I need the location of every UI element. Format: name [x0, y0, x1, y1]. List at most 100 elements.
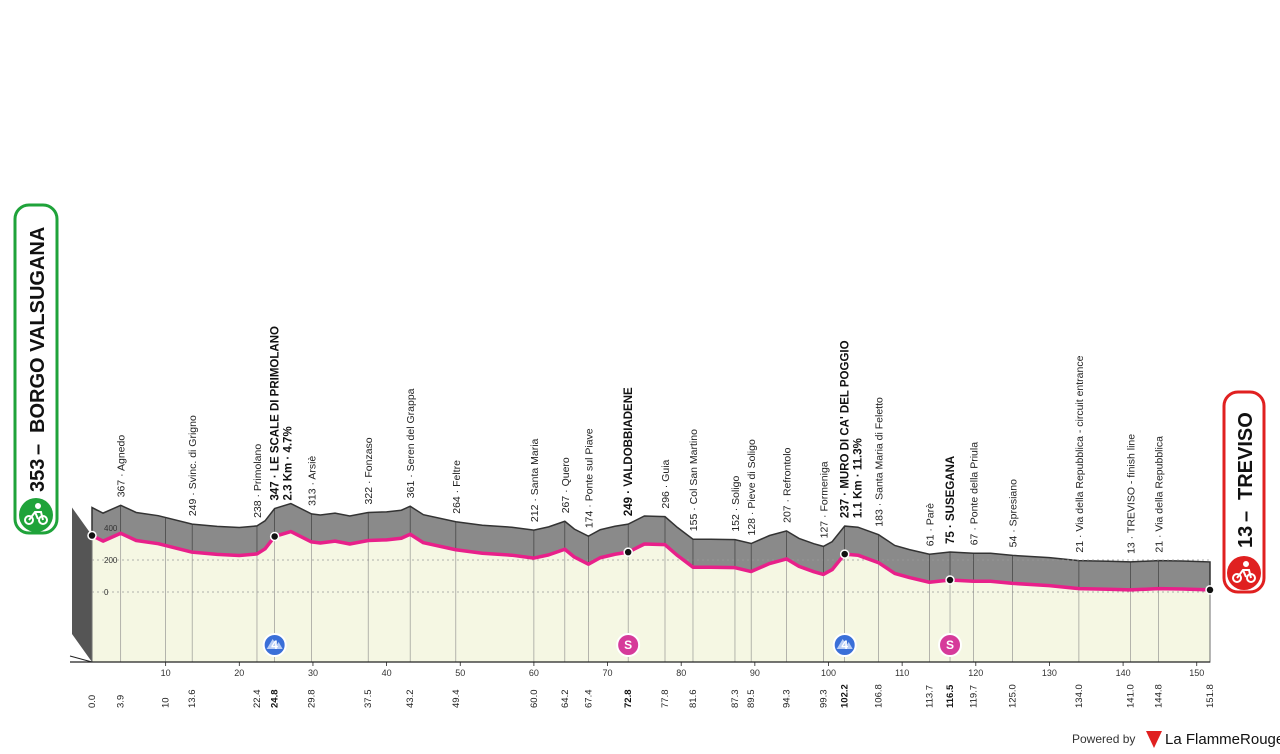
- waypoint-label: 267 · Quero: [560, 457, 572, 513]
- waypoint-km-label: 102.2: [840, 684, 851, 708]
- waypoint-km-label: 94.3: [782, 690, 793, 709]
- waypoint-km-label: 0.0: [87, 695, 98, 708]
- finish-badge: 13 – TREVISO: [1222, 390, 1266, 594]
- marker-layer: 4 S 4 S: [87, 530, 1215, 657]
- finish-altitude: 13: [1235, 526, 1257, 548]
- waypoint-label: 67 · Ponte della Priula: [969, 442, 981, 545]
- altitude-tick-label: 400: [104, 524, 118, 533]
- cyclist-glyph-start: [24, 503, 48, 525]
- waypoint-label: 128 · Pieve di Soligo: [746, 439, 758, 535]
- distance-tick-label: 100: [821, 668, 836, 678]
- waypoint-km-label: 116.5: [945, 684, 956, 708]
- altitude-tick-label: 200: [104, 556, 118, 565]
- waypoint-dot: [945, 575, 955, 585]
- distance-tick-label: 80: [676, 668, 686, 678]
- sprint-badge-circle: [616, 633, 641, 657]
- waypoint-km-label: 13.6: [187, 690, 198, 709]
- kom-badge-icon: 4: [832, 633, 857, 657]
- altitude-tick-label: 0: [104, 588, 109, 597]
- footer-brand: Powered by La FlammeRouge: [1072, 731, 1280, 748]
- waypoint-label: 21 · Via della Repubblica - circuit entr…: [1074, 355, 1086, 552]
- waypoint-km-label: 106.8: [874, 684, 885, 708]
- start-badge: 353 – BORGO VALSUGANA: [13, 203, 59, 535]
- waypoint-label: 264 · Feltre: [451, 460, 463, 514]
- waypoint-km-label: 89.5: [746, 690, 757, 709]
- distance-tick-label: 40: [382, 668, 392, 678]
- waypoint-label: 296 · Guia: [660, 459, 672, 508]
- finish-separator: –: [1235, 511, 1257, 522]
- waypoint-label: 361 · Seren del Grappa: [405, 388, 417, 498]
- waypoint-label: 127 · Formeniga: [818, 461, 830, 538]
- waypoint-label: 249 · VALDOBBIADENE: [623, 387, 635, 516]
- waypoint-km-label: 64.2: [560, 690, 571, 709]
- waypoint-label: 54 · Spresiano: [1008, 479, 1020, 547]
- waypoint-km-label: 134.0: [1074, 684, 1085, 708]
- cyclist-glyph-finish: [1232, 561, 1256, 583]
- waypoint-km-label: 43.2: [405, 690, 416, 709]
- distance-tick-label: 20: [234, 668, 244, 678]
- distance-axis-start: [69, 655, 93, 663]
- waypoint-km-label: 24.8: [270, 690, 281, 709]
- waypoint-km-label: 99.3: [818, 690, 829, 709]
- waypoint-label: 75 · SUSEGANA: [945, 456, 957, 544]
- distance-tick-label: 10: [161, 668, 171, 678]
- waypoint-label: 207 · Refrontolo: [782, 447, 794, 522]
- distance-tick-label: 150: [1189, 668, 1204, 678]
- waypoint-km-label: 125.0: [1008, 684, 1019, 708]
- profile-side-wall: [72, 507, 92, 662]
- mountain-icon: [266, 639, 283, 649]
- waypoint-km-label: 119.7: [969, 685, 980, 708]
- waypoint-label: 13 · TREVISO - finish line: [1125, 434, 1137, 554]
- waypoint-label: 347 · LE SCALE DI PRIMOLANO: [270, 326, 282, 500]
- waypoint-km-label: 151.8: [1205, 684, 1216, 708]
- distance-tick-label: 60: [529, 668, 539, 678]
- waypoint-label: 249 · Svinc. di Grigno: [187, 415, 199, 516]
- waypoint-label: 313 · Arsiè: [306, 456, 318, 506]
- waypoint-label: 237 · MURO DI CA' DEL POGGIO: [840, 340, 852, 518]
- distance-tick-label: 110: [895, 668, 909, 678]
- waypoint-climb-info: 1.1 Km · 11.3%: [853, 438, 865, 518]
- distance-tick-label: 50: [455, 668, 465, 678]
- waypoint-dot: [839, 549, 850, 559]
- distance-tick-label: 140: [1116, 668, 1131, 678]
- waypoint-label: 238 · Primolano: [252, 444, 264, 518]
- start-separator: –: [27, 444, 49, 455]
- waypoint-km-label: 10: [161, 697, 172, 708]
- waypoint-km-label: 29.8: [306, 690, 317, 709]
- waypoint-label: 183 · Santa Maria di Feletto: [874, 397, 886, 527]
- waypoint-label: 155 · Col San Martino: [688, 429, 700, 531]
- waypoint-km-label: 113.7: [924, 685, 935, 708]
- waypoint-label: 367 · Agnedo: [116, 435, 128, 498]
- badge-text: 4: [271, 638, 278, 652]
- waypoint-km-label: 3.9: [116, 695, 127, 708]
- start-altitude: 353: [27, 459, 49, 492]
- guide-layer: 400 200 0: [91, 505, 1211, 662]
- waypoint-km-label: 141.0: [1125, 684, 1136, 708]
- waypoint-label: 152 · Soligo: [730, 475, 742, 531]
- waypoint-label: 174 · Ponte sul Piave: [583, 428, 595, 528]
- waypoint-dot: [623, 547, 633, 557]
- waypoint-label: 61 · Parè: [924, 503, 936, 546]
- distance-axis: 0.0 3.9 10 13.6 22.4 24.8 29.8 37.5 43.2 49.4 60.0…: [69, 655, 1216, 709]
- distance-tick-label: 70: [603, 668, 613, 678]
- badge-text: S: [624, 638, 632, 652]
- sprint-badge-icon: S: [938, 633, 963, 657]
- finish-point-marker: [1205, 585, 1215, 595]
- brand-label: La FlammeRouge: [1165, 731, 1280, 748]
- sprint-badge-icon: S: [616, 633, 641, 657]
- waypoint-km-label: 72.8: [623, 690, 634, 709]
- waypoint-km-label: 60.0: [529, 690, 540, 709]
- waypoint-km-label: 37.5: [363, 690, 374, 709]
- kom-badge-icon: 4: [262, 633, 287, 657]
- waypoint-km-label: 144.8: [1153, 684, 1164, 708]
- waypoint-label-layer: 367 · Agnedo 249 · Svinc. di Grigno 238 · …: [116, 326, 1166, 554]
- distance-tick-label: 90: [750, 668, 760, 678]
- waypoint-km-label: 77.8: [660, 690, 671, 709]
- badge-text: S: [946, 638, 954, 652]
- waypoint-km-label: 49.4: [451, 690, 462, 709]
- flamme-rouge-logo-icon: [1146, 731, 1162, 748]
- distance-tick-label: 130: [1042, 668, 1057, 678]
- powered-by-label: Powered by: [1072, 732, 1135, 746]
- start-name: BORGO VALSUGANA: [27, 227, 49, 433]
